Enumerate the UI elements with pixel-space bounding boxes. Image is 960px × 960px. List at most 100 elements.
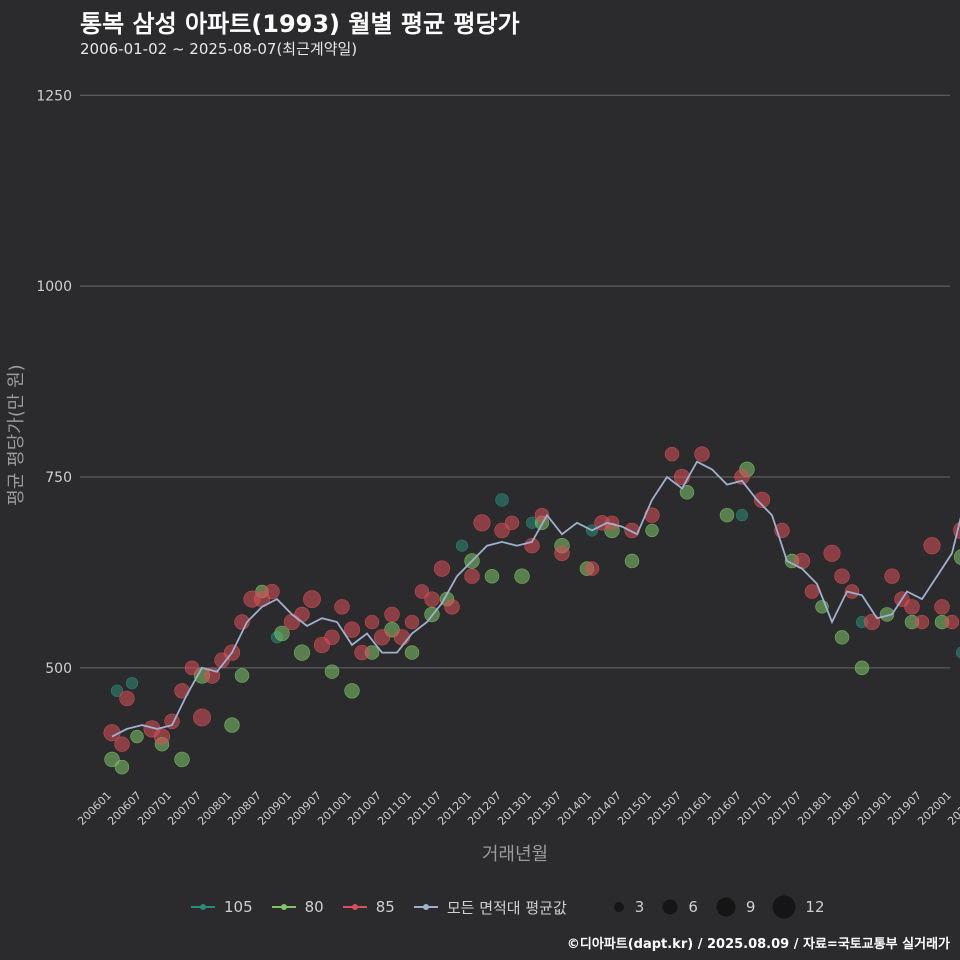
point-80-11 (324, 664, 340, 679)
point-85-56 (863, 613, 881, 631)
point-85-47 (694, 446, 710, 462)
point-85-15 (264, 583, 280, 600)
size-label-3: 3 (634, 898, 645, 916)
point-80-15 (404, 645, 420, 660)
point-85-40 (584, 561, 600, 576)
point-80-6 (224, 717, 240, 733)
point-85-17 (294, 606, 310, 623)
size-legend-item-3: 3 (611, 895, 645, 919)
point-80-10 (293, 644, 311, 661)
point-85-32 (444, 599, 460, 615)
point-80-1 (114, 759, 130, 775)
legend-item-80: 80 (271, 898, 324, 916)
size-legend-item-12: 12 (771, 894, 825, 920)
size-key-3 (613, 902, 624, 912)
size-legend-item-6: 6 (660, 895, 698, 919)
point-85-52 (804, 584, 820, 599)
point-85-25 (373, 629, 391, 646)
y-axis-label: 평균 평당가(만 원) (6, 364, 27, 505)
point-85-18 (303, 590, 321, 609)
chart-subtitle: 2006-01-02 ~ 2025-08-07(최근계약일) (80, 40, 358, 58)
legend-key-85 (342, 904, 367, 910)
point-85-29 (414, 584, 430, 599)
point-80-28 (719, 507, 735, 523)
point-85-20 (324, 629, 340, 646)
point-85-39 (554, 545, 570, 562)
point-85-28 (404, 614, 420, 630)
point-80-33 (854, 660, 870, 676)
point-85-61 (923, 537, 941, 555)
point-80-9 (274, 625, 290, 642)
point-105-3 (455, 539, 469, 552)
point-85-57 (884, 568, 900, 584)
legend-key-105 (191, 904, 215, 910)
point-85-34 (473, 514, 491, 532)
legend-label-average: 모든 면적대 평균값 (446, 898, 567, 917)
legend-label-105: 105 (224, 898, 253, 916)
point-80-0 (104, 751, 120, 768)
legend-item-average: 모든 면적대 평균값 (413, 897, 567, 918)
point-80-27 (679, 485, 695, 500)
y-tick-label-1250: 1250 (36, 88, 72, 104)
point-105-7 (735, 509, 749, 522)
point-105-4 (495, 493, 509, 507)
point-85-30 (424, 591, 440, 607)
legend: 105 80 85 모든 면적대 평균값 3 6 9 (190, 894, 841, 920)
legend-item-85: 85 (342, 898, 395, 916)
y-tick-label-1000: 1000 (36, 279, 72, 295)
legend-item-105: 105 (190, 898, 253, 916)
size-legend: 3 6 9 12 (611, 894, 841, 920)
size-key-6 (662, 899, 678, 915)
point-85-35 (494, 522, 510, 539)
point-85-59 (904, 599, 920, 615)
point-85-54 (834, 568, 850, 584)
point-85-22 (343, 621, 361, 638)
point-85-36 (504, 515, 520, 531)
point-85-1 (114, 736, 130, 752)
point-85-63 (944, 614, 960, 630)
point-85-45 (664, 446, 680, 462)
size-label-9: 9 (745, 898, 756, 916)
y-tick-label-500: 500 (45, 661, 72, 677)
point-80-12 (344, 683, 360, 699)
point-85-4 (153, 728, 171, 745)
point-80-32 (834, 630, 850, 645)
chart-title: 통복 삼성 아파트(1993) 월별 평균 평당가 (80, 10, 520, 38)
point-85-60 (914, 614, 930, 630)
point-80-19 (484, 569, 500, 584)
point-85-43 (624, 522, 640, 539)
size-key-12 (772, 895, 796, 919)
point-85-24 (364, 614, 380, 630)
point-85-49 (753, 491, 771, 509)
legend-label-80: 80 (304, 898, 324, 916)
point-105-9 (955, 646, 960, 659)
point-85-21 (334, 599, 350, 615)
point-85-53 (823, 544, 841, 562)
point-85-8 (193, 708, 211, 727)
point-80-7 (234, 668, 250, 683)
size-label-12: 12 (805, 898, 825, 916)
point-85-33 (464, 568, 480, 584)
point-80-4 (174, 751, 190, 768)
point-85-2 (119, 690, 135, 707)
point-80-34 (879, 607, 895, 622)
point-105-0 (110, 684, 124, 697)
point-80-20 (514, 568, 530, 584)
legend-label-85: 85 (375, 898, 395, 916)
point-85-48 (734, 469, 750, 485)
point-85-27 (393, 629, 411, 646)
average-price-line (111, 460, 960, 738)
point-80-26 (645, 523, 659, 538)
point-85-7 (184, 660, 200, 676)
point-85-31 (433, 560, 451, 577)
point-80-37 (953, 549, 960, 566)
size-key-9 (716, 897, 736, 917)
point-85-62 (934, 599, 950, 615)
point-85-23 (354, 644, 370, 661)
source-caption: ©디아파트(dapt.kr) / 2025.08.09 / 자료=국토교통부 실… (566, 937, 950, 952)
y-tick-label-750: 750 (45, 470, 72, 486)
point-85-26 (384, 606, 400, 623)
legend-key-average (413, 904, 438, 910)
point-105-1 (125, 677, 139, 690)
